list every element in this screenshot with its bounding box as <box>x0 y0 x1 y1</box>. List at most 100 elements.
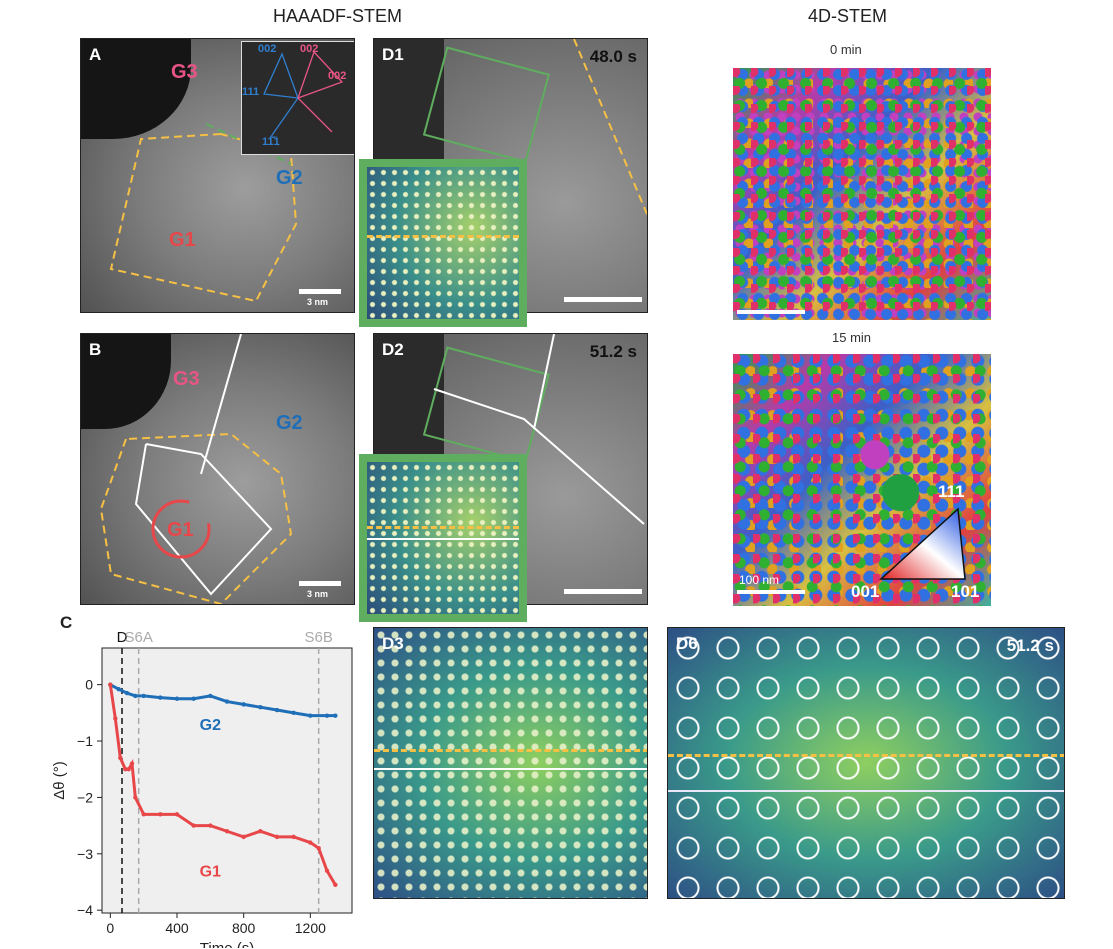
x-tick-label: 0 <box>106 920 114 936</box>
panel-d3-letter: D3 <box>382 634 404 653</box>
data-point <box>224 699 230 704</box>
data-point <box>308 713 313 718</box>
fft-label-111: 111 <box>242 86 260 98</box>
data-point <box>208 823 213 828</box>
vacuum-region <box>374 334 444 454</box>
4dstem-header: 4D-STEM <box>808 6 888 26</box>
data-point <box>324 868 330 873</box>
data-point <box>258 705 263 710</box>
y-tick-label: −1 <box>77 733 93 749</box>
scale-bar <box>299 289 341 294</box>
orientation-map-15min: 111 001 101 100 nm <box>733 354 991 606</box>
data-point <box>291 710 296 716</box>
grain-g2-label: G2 <box>276 412 303 434</box>
data-point <box>118 755 123 761</box>
x-tick-label: 800 <box>232 920 256 936</box>
timestamp: 51.2 s <box>589 342 637 361</box>
scale-bar <box>737 310 805 314</box>
panel-a: A G3 G2 G1 002 002 002 111 11̄̅1 3 nm <box>80 38 355 313</box>
data-point <box>108 682 113 687</box>
series-label: G2 <box>200 717 221 734</box>
y-tick-label: −4 <box>77 902 93 918</box>
scale-label: 100 nm <box>739 573 780 587</box>
orientation-map-0min <box>733 68 991 320</box>
data-point <box>291 834 296 840</box>
data-point <box>129 761 135 766</box>
data-point <box>191 823 196 828</box>
fft-label-002-pink: 002 <box>300 43 319 55</box>
y-tick-label: −3 <box>77 846 93 862</box>
marker-label: S6A <box>124 629 152 646</box>
scale-label: 3 nm <box>307 589 329 599</box>
d2-zoom-inset <box>359 454 527 622</box>
data-point <box>324 713 330 718</box>
scale-bar <box>564 589 642 594</box>
scale-label: 3 nm <box>307 297 329 307</box>
data-point <box>123 767 128 772</box>
panel-b: B G3 G2 G1 3 nm <box>80 333 355 605</box>
data-point <box>141 693 146 699</box>
scale-bar <box>737 590 805 594</box>
fft-label-002-blue: 002 <box>258 43 277 55</box>
y-axis-label: Δθ (°) <box>51 761 68 800</box>
ipf-label-111: 111 <box>938 482 965 501</box>
panel-d1-letter: D1 <box>382 45 404 64</box>
panel-d2-letter: D2 <box>382 340 404 359</box>
data-point <box>333 713 338 718</box>
data-point <box>133 693 138 699</box>
ipf-color-key <box>879 507 966 580</box>
data-point <box>274 834 280 840</box>
data-point <box>274 707 280 713</box>
y-tick-label: 0 <box>85 677 93 693</box>
map-0min-caption: 0 min <box>830 42 862 57</box>
y-tick-label: −2 <box>77 789 93 805</box>
fft-inset: 002 002 002 111 11̄̅1 <box>241 41 354 155</box>
grain-g1-label: G1 <box>169 229 196 251</box>
scale-bar <box>564 297 642 302</box>
haadf-header: HAAADF-STEM <box>273 6 403 26</box>
marker-label: D <box>117 629 128 646</box>
d1-zoom-inset <box>359 159 527 327</box>
data-point <box>174 696 180 701</box>
data-point <box>116 686 121 692</box>
x-tick-label: 400 <box>165 920 189 936</box>
panel-c-letter: C <box>60 613 73 632</box>
data-point <box>333 882 338 888</box>
data-point <box>158 695 163 700</box>
fft-label-002-pink-2: 002 <box>328 70 347 82</box>
grain-g1-label: G1 <box>167 519 194 541</box>
data-point <box>241 834 246 840</box>
data-point <box>124 690 130 696</box>
panel-d6: D6 51.2 s <box>667 627 1065 899</box>
panel-d6-letter: D6 <box>676 634 698 653</box>
x-tick-label: 1200 <box>295 920 326 936</box>
panel-b-letter: B <box>89 340 102 359</box>
series-label: G1 <box>200 863 221 880</box>
data-point <box>258 829 263 834</box>
data-point <box>141 812 146 817</box>
data-point <box>113 716 118 721</box>
data-point <box>126 767 131 772</box>
ipf-label-101: 101 <box>951 582 980 601</box>
data-point <box>208 693 213 699</box>
data-point <box>316 845 321 851</box>
panel-d3: D3 <box>373 627 648 899</box>
fft-label-11-1bar: 11̄̅1 <box>262 136 280 148</box>
scale-bar <box>299 581 341 586</box>
panel-b-overlay <box>99 334 293 604</box>
panel-a-letter: A <box>89 45 102 64</box>
data-point <box>224 829 230 834</box>
vacuum-region <box>374 39 444 179</box>
data-point <box>308 840 313 845</box>
ipf-label-001: 001 <box>851 582 880 601</box>
data-point <box>191 696 196 701</box>
data-point <box>133 795 138 800</box>
marker-label: S6B <box>304 629 332 646</box>
timestamp: 48.0 s <box>589 47 637 66</box>
data-point <box>241 702 246 707</box>
grain-g3-label: G3 <box>171 61 198 83</box>
data-point <box>158 812 163 817</box>
x-axis-label: Time (s) <box>200 940 254 948</box>
data-point <box>174 812 180 817</box>
plot-area <box>101 647 353 914</box>
